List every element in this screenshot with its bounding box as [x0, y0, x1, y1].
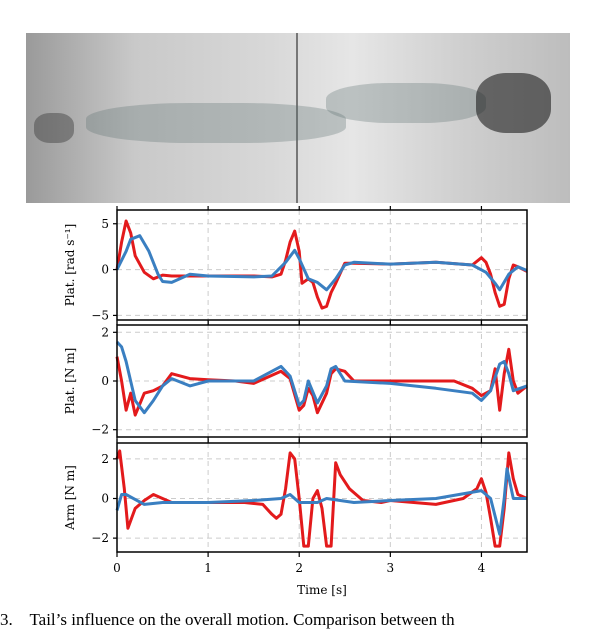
caption-number: 3. [0, 610, 13, 629]
figure-caption: 3. Tail’s influence on the overall motio… [0, 610, 455, 630]
x-tick-label: 4 [478, 561, 486, 575]
y-tick-label: 0 [101, 374, 109, 388]
x-tick-label: 1 [204, 561, 212, 575]
y-tick-label: 2 [101, 452, 109, 466]
motion-trail [86, 103, 346, 143]
plot-panel-1: −5 0 5 Plat. [rad s⁻¹] [63, 206, 528, 325]
y-tick-label: −2 [91, 423, 109, 437]
red-series-line [115, 347, 528, 417]
robot-silhouette [476, 73, 551, 133]
caption-text: Tail’s influence on the overall motion. … [29, 610, 455, 629]
y-axis-label: Plat. [rad s⁻¹] [63, 224, 77, 307]
y-tick-label: −5 [91, 308, 109, 322]
motion-trail [326, 83, 486, 123]
plot-panel-2: −2 0 2 Plat. [N m] [63, 321, 528, 442]
y-axis-label: Arm [N m] [63, 465, 77, 531]
blue-series-line [115, 340, 528, 415]
x-tick-label: 3 [387, 561, 395, 575]
y-tick-label: 2 [101, 325, 109, 339]
backdrop-seam [296, 33, 298, 203]
y-tick-label: −2 [91, 531, 109, 545]
robot-silhouette [34, 113, 74, 143]
x-tick-label: 0 [113, 561, 121, 575]
blue-series-line [115, 467, 527, 536]
plot-frame [116, 442, 528, 553]
y-tick-label: 0 [101, 491, 109, 505]
y-axis-label: Plat. [N m] [63, 348, 77, 415]
plot-panel-3: −2 0 2 Arm [N m] 0 1 2 3 4 Time [s] [63, 439, 528, 597]
blue-series-line [115, 234, 528, 292]
robot-motion-photo [26, 33, 570, 203]
x-axis-label: Time [s] [297, 583, 347, 597]
x-tick-label: 2 [295, 561, 303, 575]
red-series-line [115, 449, 528, 548]
y-tick-label: 0 [101, 263, 109, 277]
y-tick-label: 5 [101, 217, 109, 231]
plot-frame [116, 209, 528, 321]
